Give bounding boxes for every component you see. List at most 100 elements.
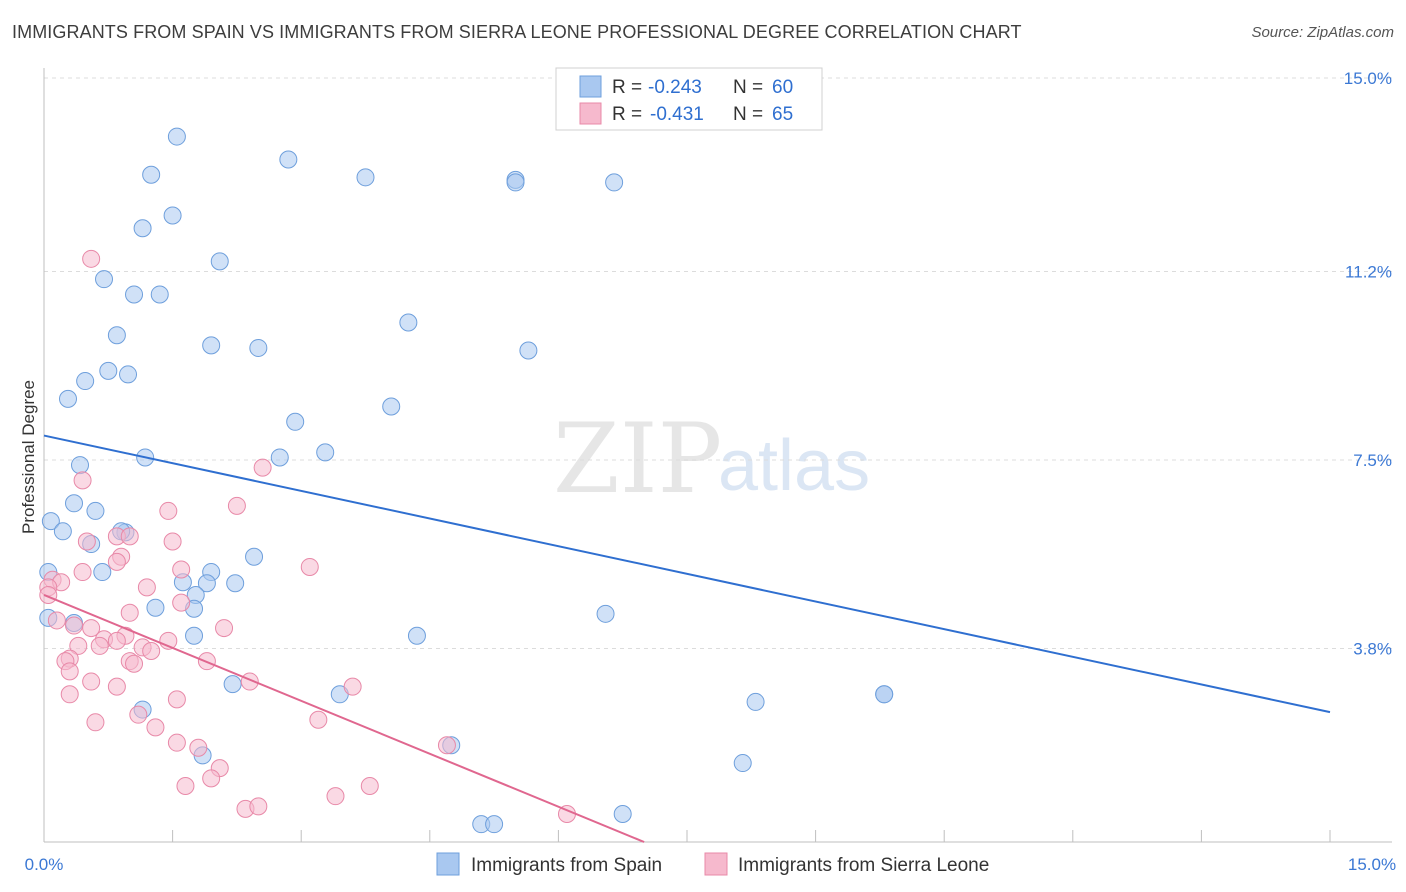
watermark-zip: ZIP [553, 403, 722, 515]
sierra-leone-point [73, 563, 92, 582]
sierra-leone-point [227, 496, 246, 515]
x-tick-label-min: 0.0% [25, 855, 64, 874]
spain-point [286, 412, 305, 431]
sierra-leone-point [60, 685, 79, 704]
sierra-leone-point [125, 654, 144, 673]
spain-point [316, 443, 335, 462]
sierra-leone-point [215, 619, 234, 638]
y-tick-label: 15.0% [1344, 69, 1392, 88]
spain-point [596, 604, 615, 623]
spain-point [133, 219, 152, 238]
sierra-leone-point [82, 249, 101, 268]
spain-r-value: -0.243 [648, 77, 702, 98]
sierra-leone-point [90, 636, 109, 655]
sierra-leone-point [82, 619, 101, 638]
source-label: Source: ZipAtlas.com [1251, 24, 1394, 41]
spain-point [485, 815, 504, 834]
spain-stats-swatch [579, 75, 602, 98]
spain-point [53, 522, 72, 541]
sierra-leone-point [253, 458, 272, 477]
spain-point [59, 389, 78, 408]
spain-trend-line [43, 434, 1331, 714]
watermark-atlas: atlas [718, 426, 870, 506]
sierra-leone-point [437, 736, 456, 755]
sierra-r-label: R = [612, 104, 642, 125]
spain-point [41, 512, 60, 531]
spain-point [210, 252, 229, 271]
sierra-leone-point [47, 611, 66, 630]
sierra-leone-point [120, 527, 139, 546]
y-tick-label: 11.2% [1345, 263, 1392, 282]
spain-n-label: N = [733, 77, 763, 98]
sierra-leone-point [142, 642, 161, 660]
sierra-leone-point [146, 718, 165, 737]
legend-swatch-sierra-leone [704, 852, 728, 876]
spain-point [279, 150, 298, 169]
spain-point [95, 270, 114, 289]
sierra-leone-trend-line [43, 594, 645, 843]
spain-point [249, 338, 268, 357]
spain-point [605, 173, 624, 192]
spain-point [99, 361, 118, 380]
y-tick-label: 7.5% [1353, 451, 1392, 470]
x-tick-label-max: 15.0% [1348, 855, 1396, 874]
spain-point [399, 313, 418, 332]
chart-title: IMMIGRANTS FROM SPAIN VS IMMIGRANTS FROM… [12, 22, 1022, 42]
spain-point [65, 494, 84, 513]
sierra-n-value: 65 [772, 104, 793, 125]
sierra-leone-point [77, 532, 96, 551]
y-tick-labels: 3.8% 7.5% 11.2% 15.0% [1344, 69, 1392, 658]
sierra-leone-point [137, 578, 156, 597]
sierra-leone-point [107, 631, 126, 650]
spain-point [146, 598, 165, 617]
spain-point [119, 365, 138, 384]
spain-r-label: R = [612, 77, 642, 98]
sierra-leone-point [167, 733, 186, 752]
spain-point [223, 675, 242, 694]
legend-swatch-spain [436, 852, 460, 876]
sierra-leone-point [163, 532, 182, 551]
watermark: ZIP atlas [553, 403, 870, 515]
sierra-leone-point [86, 713, 105, 732]
y-axis-title: Professional Degree [19, 380, 38, 534]
sierra-leone-point [202, 769, 221, 788]
sierra-leone-point [172, 560, 191, 579]
spain-point [226, 574, 245, 593]
spain-point [93, 563, 112, 582]
sierra-stats-swatch [579, 102, 602, 125]
spain-point [125, 285, 144, 304]
sierra-leone-point [249, 797, 268, 816]
gridlines [44, 77, 1392, 649]
spain-point [142, 165, 161, 184]
sierra-leone-series [39, 249, 576, 823]
sierra-leone-point [107, 677, 126, 696]
legend-label-spain: Immigrants from Spain [471, 855, 662, 876]
stats-box: R = -0.243 N = 60 R = -0.431 N = 65 [555, 67, 823, 131]
x-axis-ticks [43, 830, 1331, 842]
sierra-leone-point [360, 776, 379, 795]
legend: Immigrants from Spain Immigrants from Si… [436, 852, 989, 876]
spain-point [202, 336, 221, 355]
sierra-n-label: N = [733, 104, 763, 125]
sierra-leone-point [309, 710, 328, 729]
spain-point [150, 285, 169, 304]
spain-point [76, 372, 95, 391]
sierra-leone-point [129, 705, 148, 724]
spain-point [167, 127, 186, 146]
spain-point [86, 501, 105, 520]
sierra-leone-point [60, 662, 79, 681]
sierra-leone-point [69, 636, 88, 655]
sierra-leone-point [176, 776, 195, 795]
spain-point [270, 448, 289, 467]
sierra-leone-point [167, 690, 186, 709]
spain-point [197, 574, 216, 593]
spain-point [613, 804, 632, 823]
sierra-leone-point [172, 593, 191, 612]
sierra-leone-point [82, 672, 101, 691]
spain-point [185, 626, 204, 645]
sierra-leone-point [326, 787, 345, 806]
sierra-leone-point [189, 738, 208, 757]
legend-label-sierra-leone: Immigrants from Sierra Leone [738, 855, 989, 876]
spain-point [356, 168, 375, 187]
